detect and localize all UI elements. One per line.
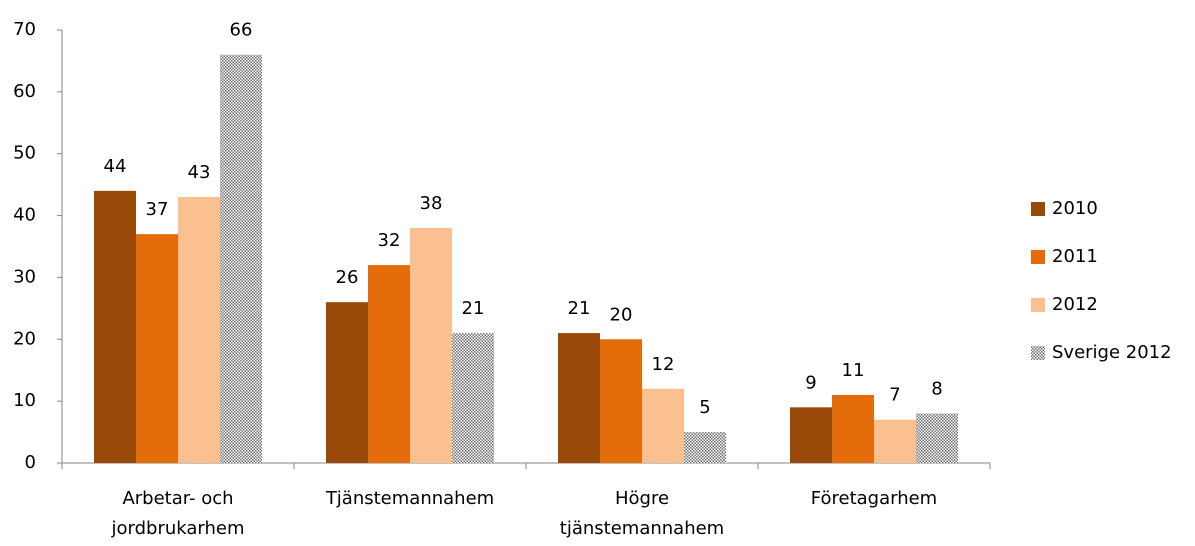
y-tick-label: 60: [13, 81, 36, 102]
bar: [600, 339, 642, 463]
bar: [410, 227, 452, 463]
bar: [220, 54, 262, 463]
bar: [558, 333, 600, 463]
y-tick-label: 10: [13, 390, 36, 411]
data-label: 66: [230, 20, 253, 41]
data-label: 8: [931, 379, 942, 400]
bar: [452, 333, 494, 463]
bar: [790, 407, 832, 463]
y-tick-label: 40: [13, 205, 36, 226]
y-tick-label: 50: [13, 143, 36, 164]
x-tick-label: Högre tjänstemannahem: [560, 488, 724, 539]
legend-label: Sverige 2012: [1052, 342, 1172, 363]
legend-swatch: [1031, 346, 1045, 360]
data-label: 38: [420, 193, 443, 214]
data-label: 5: [699, 397, 710, 418]
bar: [326, 302, 368, 463]
bar: [94, 190, 136, 464]
y-tick-label: 30: [13, 266, 36, 287]
legend-label: 2012: [1052, 294, 1098, 315]
bar: [684, 432, 726, 463]
y-tick-label: 70: [13, 19, 36, 40]
bar: [368, 265, 410, 463]
bar: [874, 419, 916, 463]
x-tick-label: Arbetar- och jordbrukarhem: [111, 488, 245, 539]
y-tick-label: 20: [13, 328, 36, 349]
x-tick-label: Tjänstemannahem: [325, 488, 494, 509]
data-label: 26: [336, 267, 359, 288]
bar: [136, 234, 178, 463]
data-label: 9: [805, 372, 816, 393]
data-label: 20: [610, 304, 633, 325]
data-label: 37: [146, 199, 169, 220]
x-tick-label: Företagarhem: [811, 488, 937, 509]
legend-label: 2011: [1052, 246, 1098, 267]
bar: [916, 413, 958, 463]
data-label: 21: [462, 298, 485, 319]
legend-label: 2010: [1052, 198, 1098, 219]
data-label: 11: [842, 360, 865, 381]
legend-swatch: [1031, 298, 1045, 312]
data-label: 12: [652, 354, 675, 375]
data-label: 44: [104, 156, 127, 177]
y-tick-label: 0: [25, 452, 36, 473]
legend-swatch: [1031, 202, 1045, 216]
bar: [178, 197, 220, 463]
data-label: 32: [378, 230, 401, 251]
bar: [642, 388, 684, 463]
bar: [832, 394, 874, 463]
legend-swatch: [1031, 250, 1045, 264]
data-label: 7: [889, 385, 900, 406]
data-label: 21: [568, 298, 591, 319]
data-label: 43: [188, 162, 211, 183]
